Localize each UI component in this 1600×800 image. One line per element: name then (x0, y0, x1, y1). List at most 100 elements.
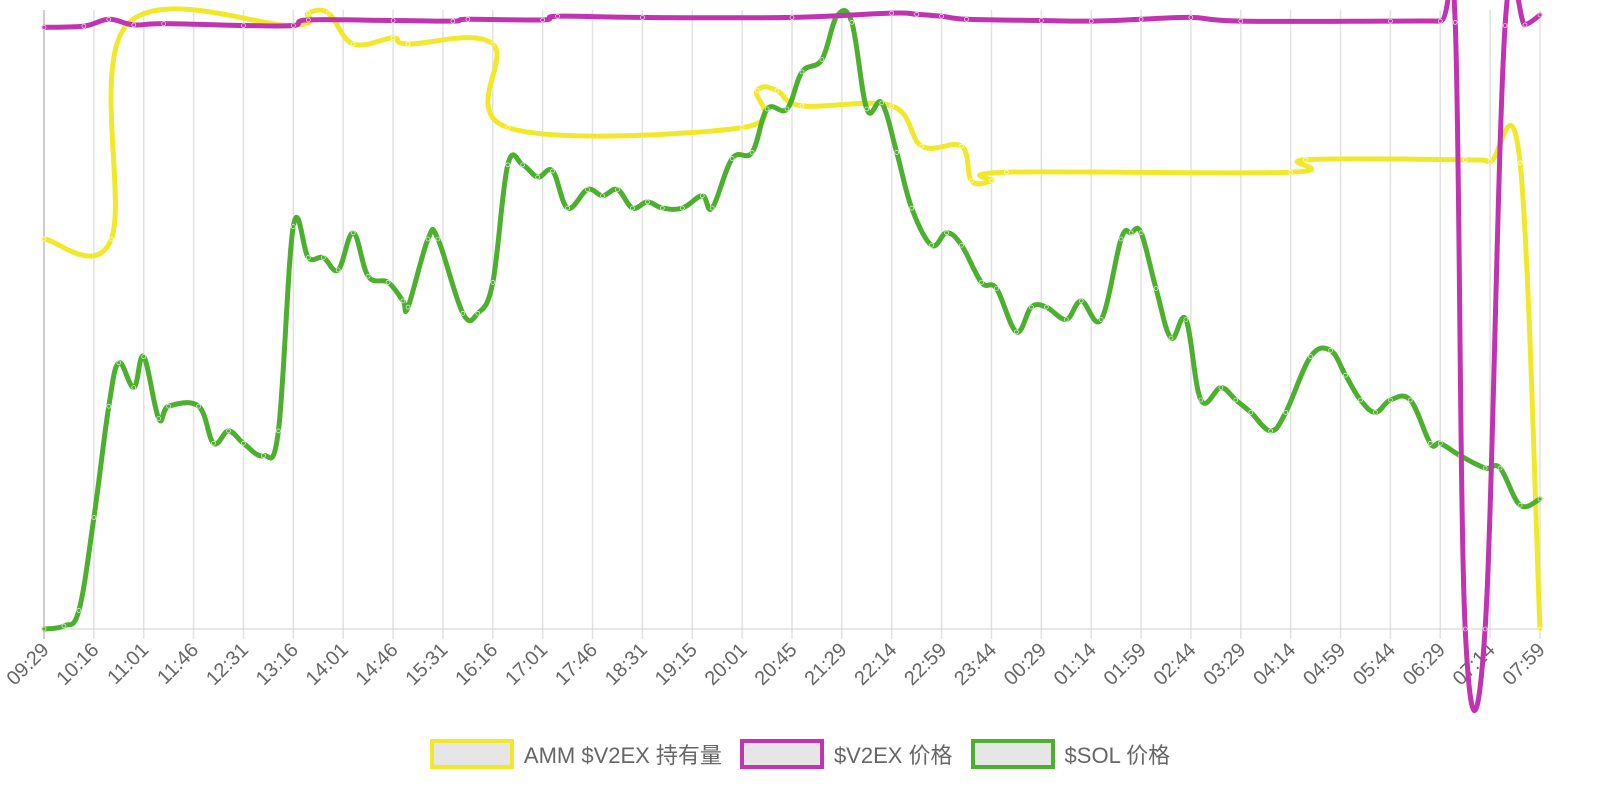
data-point[interactable] (1408, 397, 1413, 403)
data-point[interactable] (1014, 329, 1019, 335)
data-point[interactable] (81, 23, 87, 29)
data-point[interactable] (131, 22, 137, 28)
data-point[interactable] (1238, 18, 1244, 24)
data-point[interactable] (774, 88, 780, 93)
data-point[interactable] (1452, 20, 1458, 25)
data-point[interactable] (335, 267, 341, 273)
data-point[interactable] (211, 440, 216, 446)
data-point[interactable] (1517, 502, 1523, 508)
data-point[interactable] (1098, 317, 1104, 322)
data-point[interactable] (1462, 157, 1468, 163)
data-point[interactable] (679, 205, 685, 211)
data-point[interactable] (290, 23, 296, 28)
data-point[interactable] (600, 193, 605, 198)
data-point[interactable] (1283, 410, 1288, 415)
data-point[interactable] (1078, 298, 1084, 304)
data-point[interactable] (166, 403, 171, 409)
data-point[interactable] (91, 515, 97, 520)
data-point[interactable] (460, 310, 466, 316)
data-point[interactable] (435, 236, 441, 242)
data-point[interactable] (1153, 286, 1159, 291)
data-point[interactable] (849, 20, 855, 25)
data-point[interactable] (465, 16, 471, 22)
data-point[interactable] (1044, 304, 1049, 310)
data-point[interactable] (540, 17, 546, 23)
data-point[interactable] (914, 12, 920, 17)
data-point[interactable] (789, 15, 795, 20)
data-point[interactable] (889, 103, 895, 109)
data-point[interactable] (1118, 236, 1124, 242)
data-point[interactable] (729, 156, 735, 161)
data-point[interactable] (1388, 397, 1393, 403)
data-point[interactable] (1138, 16, 1144, 22)
data-point[interactable] (799, 69, 805, 75)
data-point[interactable] (116, 360, 122, 366)
data-point[interactable] (799, 103, 805, 109)
data-point[interactable] (106, 16, 112, 22)
data-point[interactable] (640, 15, 645, 20)
data-point[interactable] (969, 178, 974, 184)
data-point[interactable] (1233, 397, 1239, 403)
data-point[interactable] (1198, 397, 1204, 403)
data-point[interactable] (425, 236, 431, 242)
data-point[interactable] (1288, 169, 1293, 175)
data-point[interactable] (1438, 440, 1443, 446)
data-point[interactable] (889, 10, 895, 16)
data-point[interactable] (754, 88, 760, 93)
data-point[interactable] (1218, 385, 1224, 390)
data-point[interactable] (405, 304, 411, 310)
data-point[interactable] (1029, 304, 1034, 310)
data-point[interactable] (699, 193, 705, 198)
data-point[interactable] (400, 298, 406, 304)
data-point[interactable] (305, 255, 311, 260)
data-point[interactable] (475, 310, 481, 316)
data-point[interactable] (1088, 18, 1094, 24)
data-point[interactable] (979, 280, 984, 285)
data-point[interactable] (1328, 348, 1333, 353)
data-point[interactable] (630, 205, 635, 211)
data-point[interactable] (1303, 157, 1308, 163)
data-point[interactable] (864, 106, 870, 112)
data-point[interactable] (709, 205, 715, 211)
data-point[interactable] (909, 205, 915, 211)
data-point[interactable] (879, 100, 885, 106)
data-point[interactable] (1128, 230, 1134, 236)
data-point[interactable] (1039, 18, 1044, 23)
data-point[interactable] (1497, 465, 1503, 471)
data-point[interactable] (1188, 15, 1194, 20)
data-point[interactable] (959, 242, 964, 248)
data-point[interactable] (450, 18, 456, 24)
data-point[interactable] (305, 17, 311, 23)
data-point[interactable] (929, 242, 934, 248)
data-point[interactable] (241, 23, 246, 28)
data-point[interactable] (919, 143, 925, 149)
data-point[interactable] (305, 10, 311, 16)
data-point[interactable] (994, 286, 999, 291)
data-point[interactable] (1138, 230, 1144, 236)
data-point[interactable] (615, 187, 620, 192)
data-point[interactable] (390, 35, 396, 41)
data-point[interactable] (535, 174, 541, 180)
data-point[interactable] (555, 13, 560, 19)
data-point[interactable] (350, 41, 356, 47)
data-point[interactable] (784, 106, 790, 112)
data-point[interactable] (1482, 626, 1488, 632)
data-point[interactable] (1537, 496, 1543, 502)
data-point[interactable] (1482, 465, 1488, 471)
data-point[interactable] (1064, 317, 1069, 322)
data-point[interactable] (1517, 160, 1523, 166)
data-point[interactable] (1388, 18, 1393, 24)
data-point[interactable] (61, 623, 67, 629)
data-point[interactable] (76, 608, 82, 613)
data-point[interactable] (959, 143, 964, 149)
data-point[interactable] (1168, 335, 1174, 341)
data-point[interactable] (41, 24, 47, 30)
data-point[interactable] (365, 273, 371, 279)
data-point[interactable] (1428, 440, 1433, 446)
data-point[interactable] (276, 428, 281, 434)
data-point[interactable] (1462, 626, 1468, 632)
data-point[interactable] (320, 255, 326, 260)
data-point[interactable] (490, 280, 496, 285)
data-point[interactable] (261, 453, 266, 459)
data-point[interactable] (565, 205, 570, 211)
